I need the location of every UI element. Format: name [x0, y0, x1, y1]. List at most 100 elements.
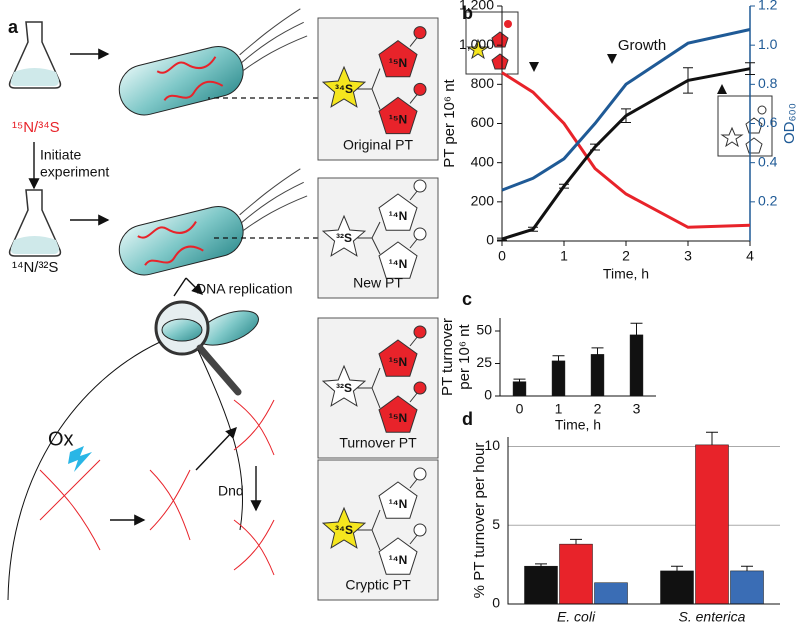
flagella	[239, 8, 308, 71]
panel-label: d	[462, 409, 473, 429]
star-label: ³²S	[336, 231, 352, 245]
ring-label: ¹⁴N	[389, 553, 408, 567]
y-axis-title: PT per 10⁶ nt	[441, 78, 458, 167]
bar	[512, 381, 527, 397]
bond	[356, 367, 381, 409]
x-tick-label: E. coli	[557, 609, 596, 622]
isotope-label: ¹⁵N/³⁴S	[12, 119, 60, 136]
bond	[356, 509, 381, 551]
process-label: DNA replication	[196, 281, 293, 297]
x-tick-label: 3	[684, 248, 692, 264]
x-tick-label: 2	[622, 248, 630, 264]
y-tick-label: 1,000	[459, 36, 494, 52]
magnifier-handle	[196, 344, 242, 396]
oxygen	[413, 523, 427, 537]
enzyme-label: Dnd	[218, 483, 244, 499]
arrow	[195, 426, 237, 471]
star-label: ³⁴S	[335, 82, 353, 96]
molecule-name: Cryptic PT	[345, 577, 411, 593]
ring	[378, 395, 418, 433]
bar	[551, 360, 566, 397]
star-label: ³²S	[336, 381, 352, 395]
x-tick-label: 4	[746, 248, 754, 264]
ring	[378, 537, 418, 575]
cell	[161, 318, 203, 342]
inset	[465, 11, 773, 157]
dna	[149, 469, 191, 541]
ring-label: ¹⁵N	[389, 411, 407, 425]
axes	[507, 437, 780, 605]
lightning	[68, 446, 92, 472]
bar	[594, 582, 628, 605]
molecule-name: New PT	[353, 275, 403, 291]
x-tick-label: 3	[633, 401, 641, 417]
series-line	[501, 28, 751, 192]
ring	[378, 39, 418, 78]
x-tick-label: 1	[560, 248, 568, 264]
bond	[409, 335, 419, 347]
step-label: experiment	[40, 164, 109, 180]
ring-label: ¹⁵N	[389, 355, 407, 369]
oxygen	[413, 467, 427, 481]
panel-label: b	[462, 3, 473, 23]
ring-label: ¹⁴N	[389, 257, 408, 271]
y-axis-title: % PT turnover per hour	[471, 443, 488, 599]
y2-axis-title: OD₆₀₀	[781, 103, 798, 144]
y-tick-label: 400	[471, 153, 495, 169]
step-label: Initiate	[40, 147, 81, 163]
bar	[524, 565, 558, 605]
ring	[378, 193, 418, 231]
bond	[356, 68, 381, 110]
flagella	[239, 168, 308, 231]
y-tick-label: 800	[471, 75, 495, 91]
molecule-name: Original PT	[343, 137, 413, 153]
isotope-label: ¹⁴N/³²S	[12, 259, 58, 276]
x-tick-label: 2	[594, 401, 602, 417]
molecule-name: Turnover PT	[339, 435, 417, 451]
sulfur-star	[321, 65, 367, 108]
y-tick-label: 50	[476, 322, 492, 338]
y-tick-label: 25	[476, 354, 492, 370]
axes	[501, 6, 750, 242]
y2-tick-label: 0.8	[758, 75, 778, 91]
bar	[660, 570, 694, 605]
panel-a: a ¹⁵N/³⁴S Initiate experiment ¹⁴N/³²S DN…	[7, 8, 318, 601]
bond	[409, 391, 419, 403]
bacterium	[118, 168, 308, 276]
y-tick-label: 200	[471, 193, 495, 209]
y-tick-label: 1,200	[459, 0, 494, 13]
arrow	[173, 277, 202, 296]
ring	[378, 241, 418, 279]
dna	[233, 519, 275, 576]
ring	[378, 339, 418, 377]
y2-tick-label: 0.4	[758, 153, 778, 169]
dna	[39, 459, 101, 551]
x-tick-label: 0	[498, 248, 506, 264]
x-tick-label: 0	[516, 401, 524, 417]
y-axis-title: per 10⁶ nt	[456, 323, 473, 389]
y2-tick-label: 0.2	[758, 193, 778, 209]
y2-tick-label: 0.6	[758, 114, 778, 130]
dna	[233, 399, 275, 456]
y-tick-label: 0	[484, 387, 492, 403]
oxygen	[413, 325, 427, 339]
sulfur-star	[321, 506, 367, 549]
y2-tick-label: 1.0	[758, 36, 778, 52]
bar	[629, 334, 644, 397]
y2-tick-label: 1.2	[758, 0, 778, 13]
bond	[409, 237, 419, 249]
oxygen	[413, 26, 427, 40]
sulfur-star	[321, 364, 367, 407]
ring-label: ¹⁵N	[389, 56, 407, 70]
sulfur-star	[321, 214, 367, 257]
star-label: ³⁴S	[335, 523, 353, 537]
y-tick-label: 0	[492, 595, 500, 611]
bond	[409, 533, 419, 545]
dna	[156, 56, 224, 102]
y-tick-label: 600	[471, 114, 495, 130]
annotation: Growth	[618, 37, 666, 54]
oxygen	[413, 227, 427, 241]
bar	[730, 570, 764, 605]
